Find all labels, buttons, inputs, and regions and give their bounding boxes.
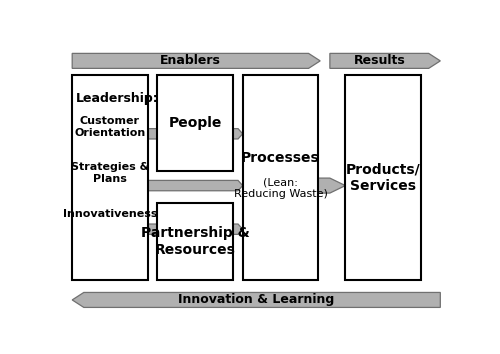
Text: Innovation & Learning: Innovation & Learning [178,293,334,307]
FancyBboxPatch shape [158,203,233,280]
Polygon shape [72,292,440,307]
Polygon shape [242,178,346,193]
Polygon shape [72,181,242,191]
Text: Innovativeness: Innovativeness [62,209,157,219]
Polygon shape [72,224,242,234]
Polygon shape [72,53,320,68]
Polygon shape [330,53,440,68]
Text: Customer
Orientation: Customer Orientation [74,116,146,138]
Text: Partnership &
Resources: Partnership & Resources [141,226,250,257]
FancyBboxPatch shape [242,75,318,280]
Polygon shape [72,129,242,139]
Text: Enablers: Enablers [160,55,221,67]
Text: Products/
Services: Products/ Services [346,162,420,193]
Text: Strategies &
Plans: Strategies & Plans [71,162,149,184]
FancyBboxPatch shape [346,75,421,280]
FancyBboxPatch shape [158,75,233,171]
Text: Results: Results [354,55,405,67]
Text: Processes: Processes [241,151,320,165]
Text: People: People [168,116,222,130]
Text: (Lean:
Reducing Waste): (Lean: Reducing Waste) [234,177,328,199]
FancyBboxPatch shape [72,75,148,280]
Text: Leadership:: Leadership: [76,92,159,104]
